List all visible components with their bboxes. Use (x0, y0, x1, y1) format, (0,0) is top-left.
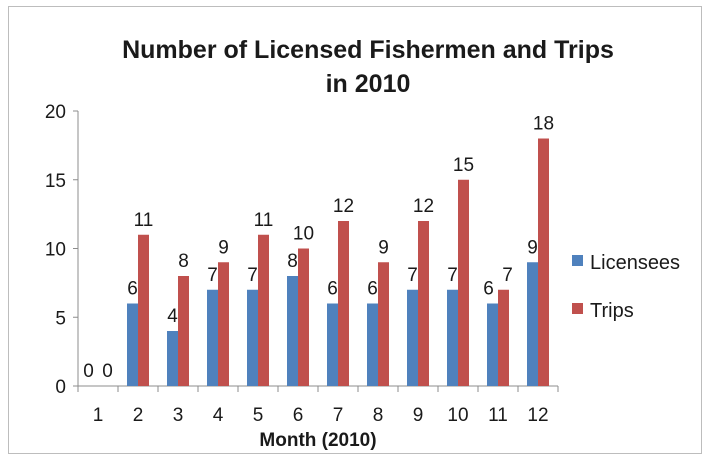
bar-licensees (207, 289, 218, 386)
legend-swatch-licensees (572, 255, 583, 266)
chart-title-line-1: Number of Licensed Fishermen and Trips (122, 36, 614, 64)
data-label-trips: 7 (502, 265, 513, 286)
bar-licensees (287, 276, 298, 386)
data-label-licensees: 0 (83, 361, 94, 382)
data-label-licensees: 6 (127, 279, 138, 300)
data-label-licensees: 4 (167, 306, 178, 327)
bar-licensees (487, 303, 498, 386)
data-label-licensees: 8 (287, 251, 298, 272)
data-label-licensees: 6 (327, 279, 338, 300)
legend-swatch-trips (572, 303, 583, 314)
x-tick-label: 1 (93, 405, 104, 426)
data-label-trips: 9 (378, 237, 389, 258)
data-label-licensees: 9 (527, 237, 538, 258)
legend: Licensees Trips (572, 252, 680, 322)
data-label-trips: 15 (453, 155, 474, 176)
x-tick-label: 2 (133, 405, 144, 426)
bar-licensees (327, 303, 338, 386)
bar-trips (338, 221, 349, 386)
y-tick-labels: 0 5 10 15 20 (45, 102, 66, 398)
bar-trips (178, 276, 189, 386)
data-label-trips: 10 (293, 224, 314, 245)
bar-trips (298, 248, 309, 386)
bar-trips (458, 179, 469, 386)
bar-licensees (247, 289, 258, 386)
x-tick-label: 3 (173, 405, 184, 426)
x-tick-label: 6 (293, 405, 304, 426)
data-label-licensees: 6 (483, 279, 494, 300)
data-label-licensees: 6 (367, 279, 378, 300)
x-tick-label: 4 (213, 405, 224, 426)
data-label-trips: 12 (333, 196, 354, 217)
data-label-trips: 0 (102, 361, 113, 382)
y-tick-label: 5 (55, 308, 66, 329)
data-label-licensees: 7 (407, 265, 418, 286)
bar-licensees (527, 262, 538, 386)
bar-licensees (447, 289, 458, 386)
bar-trips (378, 262, 389, 386)
x-tick-labels: 1 2 3 4 5 6 7 8 9 10 11 12 (93, 405, 549, 426)
data-label-trips: 9 (218, 237, 229, 258)
legend-label-trips: Trips (590, 300, 634, 322)
x-tick-label: 12 (527, 405, 548, 426)
legend-label-licensees: Licensees (590, 252, 680, 274)
chart-title-line-2: in 2010 (326, 70, 411, 98)
x-tick-label: 10 (447, 405, 468, 426)
data-label-trips: 11 (134, 210, 154, 231)
y-tick-label: 20 (45, 102, 66, 123)
data-label-licensees: 7 (207, 265, 218, 286)
bar-trips (498, 289, 509, 386)
bar-trips (418, 221, 429, 386)
data-label-trips: 11 (254, 210, 274, 231)
data-label-trips: 8 (178, 251, 189, 272)
bar-licensees (407, 289, 418, 386)
x-tick-label: 9 (413, 405, 424, 426)
x-axis-label: Month (2010) (259, 430, 376, 451)
x-tick-label: 11 (488, 405, 508, 426)
chart-frame (8, 6, 702, 454)
data-label-licensees: 7 (447, 265, 458, 286)
bar-trips (138, 234, 149, 386)
y-tick-label: 0 (55, 377, 66, 398)
data-label-trips: 12 (413, 196, 434, 217)
y-tick-label: 10 (45, 240, 66, 261)
x-tick-label: 8 (373, 405, 384, 426)
bars (127, 138, 549, 386)
x-tick-label: 5 (253, 405, 264, 426)
bar-licensees (167, 331, 178, 386)
y-tick-label: 15 (45, 171, 66, 192)
bar-licensees (367, 303, 378, 386)
x-tick-label: 7 (333, 405, 344, 426)
bar-trips (218, 262, 229, 386)
plot-axes (73, 110, 559, 392)
data-label-licensees: 7 (247, 265, 258, 286)
bar-trips (538, 138, 549, 386)
data-label-trips: 18 (533, 114, 554, 135)
bar-licensees (127, 303, 138, 386)
bar-trips (258, 234, 269, 386)
